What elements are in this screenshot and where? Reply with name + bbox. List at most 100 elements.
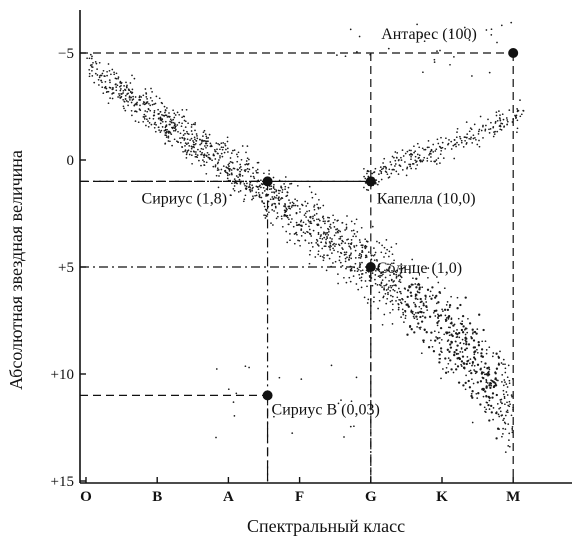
star-dot bbox=[265, 195, 267, 197]
star-dot bbox=[312, 229, 315, 232]
star-dot bbox=[391, 308, 394, 311]
star-dot bbox=[424, 298, 427, 300]
star-dot bbox=[343, 436, 345, 438]
star-dot bbox=[445, 366, 448, 369]
y-tick-label: +5 bbox=[58, 260, 74, 276]
star-dot bbox=[319, 235, 322, 238]
star-dot bbox=[305, 223, 307, 226]
star-dot bbox=[89, 53, 92, 56]
star-dot bbox=[366, 240, 369, 243]
star-dot bbox=[108, 79, 111, 81]
star-dot bbox=[373, 247, 375, 249]
star-dot bbox=[446, 331, 449, 334]
star-dot bbox=[419, 328, 422, 330]
star-dot bbox=[376, 183, 379, 186]
star-dot bbox=[398, 298, 400, 301]
star-dot bbox=[431, 286, 434, 289]
star-dot bbox=[467, 343, 471, 346]
star-dot bbox=[327, 234, 330, 236]
star-dot bbox=[445, 304, 448, 306]
star-dot bbox=[158, 97, 161, 100]
star-dot bbox=[482, 328, 485, 332]
star-dot bbox=[170, 121, 173, 124]
star-dot bbox=[178, 121, 181, 124]
star-dot bbox=[208, 133, 211, 136]
star-dot bbox=[225, 166, 228, 168]
star-dot bbox=[389, 284, 392, 287]
star-dot bbox=[316, 240, 319, 242]
star-dot bbox=[239, 170, 241, 173]
star-dot bbox=[402, 311, 404, 314]
star-dot bbox=[207, 156, 210, 159]
star-dot bbox=[138, 95, 141, 97]
star-dot bbox=[165, 136, 168, 138]
star-dot bbox=[333, 226, 336, 228]
star-dot bbox=[96, 74, 99, 76]
star-dot bbox=[414, 159, 417, 162]
star-dot bbox=[465, 340, 468, 343]
star-dot bbox=[453, 139, 456, 141]
star-dot bbox=[449, 63, 451, 66]
star-dot bbox=[456, 357, 459, 360]
star-dot bbox=[205, 140, 208, 143]
star-dot bbox=[478, 128, 481, 131]
star-dot bbox=[500, 24, 503, 27]
star-dot bbox=[499, 406, 502, 409]
star-dot bbox=[495, 114, 498, 117]
star-dot bbox=[153, 126, 156, 129]
star-dot bbox=[427, 140, 430, 142]
star-dot bbox=[345, 223, 348, 226]
star-dot bbox=[350, 220, 353, 223]
star-dot bbox=[310, 235, 313, 237]
star-dot bbox=[119, 81, 121, 84]
star-dot bbox=[272, 224, 274, 226]
star-dot bbox=[130, 101, 133, 104]
star-dot bbox=[442, 368, 444, 370]
star-label: Сириус (1,8) bbox=[142, 190, 228, 207]
star-dot bbox=[164, 128, 167, 131]
star-dot bbox=[423, 40, 426, 43]
star-dot bbox=[203, 160, 205, 163]
star-dot bbox=[446, 301, 449, 303]
star-dot bbox=[395, 273, 398, 276]
star-dot bbox=[244, 184, 246, 187]
star-dot bbox=[484, 128, 487, 131]
star-dot bbox=[366, 302, 369, 304]
star-dot bbox=[397, 173, 400, 175]
star-dot bbox=[336, 54, 338, 56]
star-dot bbox=[466, 356, 469, 358]
star-dot bbox=[273, 210, 275, 212]
star-dot bbox=[391, 284, 394, 287]
star-dot bbox=[323, 236, 326, 239]
star-dot bbox=[277, 197, 280, 200]
star-dot bbox=[353, 270, 356, 272]
star-dot bbox=[445, 317, 448, 319]
star-dot bbox=[185, 108, 188, 111]
star-dot bbox=[129, 99, 131, 101]
star-dot bbox=[341, 247, 343, 249]
star-dot bbox=[225, 148, 227, 151]
star-dot bbox=[136, 103, 138, 106]
star-dot bbox=[379, 276, 381, 279]
star-dot bbox=[391, 155, 394, 158]
star-dot bbox=[252, 166, 254, 169]
star-dot bbox=[473, 364, 476, 367]
star-dot bbox=[209, 142, 212, 145]
star-dot bbox=[237, 176, 239, 179]
star-dot bbox=[465, 347, 468, 350]
star-dot bbox=[205, 154, 208, 157]
star-dot bbox=[471, 390, 474, 393]
star-dot bbox=[464, 381, 467, 385]
star-dot bbox=[307, 231, 309, 234]
star-dot bbox=[325, 238, 327, 241]
star-dot bbox=[461, 338, 464, 341]
star-dot bbox=[448, 334, 451, 337]
star-dot bbox=[187, 122, 189, 125]
star-dot bbox=[347, 238, 349, 241]
star-dot bbox=[449, 31, 452, 34]
star-dot bbox=[280, 187, 283, 189]
star-dot bbox=[285, 207, 288, 210]
star-dot bbox=[309, 233, 312, 236]
star-dot bbox=[511, 425, 514, 428]
star-dot bbox=[441, 351, 443, 354]
